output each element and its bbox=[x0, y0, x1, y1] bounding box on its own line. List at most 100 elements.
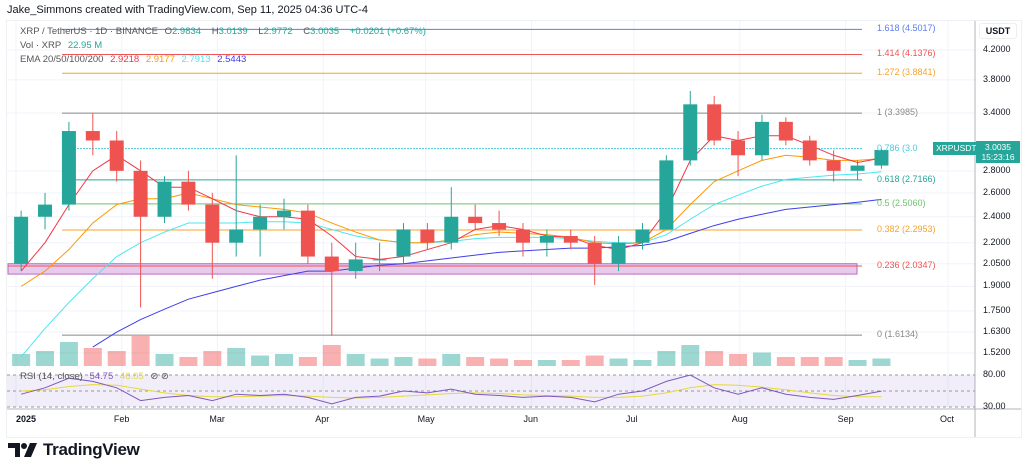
ema-200-line bbox=[92, 198, 882, 348]
candle-body bbox=[515, 229, 530, 243]
volume-value: 22.95 M bbox=[67, 40, 103, 51]
volume-bar bbox=[59, 342, 78, 366]
change-value: +0.0201 (+0.67%) bbox=[349, 26, 426, 37]
volume-bar bbox=[442, 354, 461, 366]
symbol-name[interactable]: XRP / TetherUS · 1D · BINANCE bbox=[20, 26, 158, 37]
candle-body bbox=[635, 229, 650, 243]
rsi-label[interactable]: RSI (14, close) bbox=[20, 371, 83, 382]
chart-area[interactable]: XRP / TetherUS · 1D · BINANCE O2.9834 H3… bbox=[6, 20, 1022, 438]
candle-body bbox=[778, 121, 793, 141]
candle-body bbox=[85, 131, 100, 141]
volume-bar bbox=[729, 354, 748, 366]
candle-body bbox=[826, 160, 841, 171]
candle-body bbox=[181, 181, 196, 205]
volume-bar bbox=[490, 358, 509, 366]
volume-bar bbox=[633, 360, 652, 366]
volume-bar bbox=[609, 358, 628, 366]
candle-body bbox=[324, 256, 339, 272]
time-tick: Apr bbox=[315, 414, 330, 424]
candle-body bbox=[61, 131, 76, 205]
candle-body bbox=[587, 242, 602, 264]
fib-level-label: 1.618 (4.5017) bbox=[877, 23, 936, 34]
volume-bar bbox=[274, 354, 293, 366]
rsi-value: 54.75 bbox=[89, 371, 114, 382]
volume-bar bbox=[824, 357, 843, 366]
volume-bar bbox=[872, 358, 891, 366]
volume-bar bbox=[657, 351, 676, 366]
high-value: 3.0139 bbox=[218, 26, 248, 37]
candle-body bbox=[253, 216, 268, 230]
candle-body bbox=[300, 210, 315, 257]
volume-bar bbox=[12, 354, 31, 366]
volume-bar bbox=[776, 357, 795, 366]
volume-bar bbox=[585, 355, 604, 366]
symbol-price-tag: XRPUSDT bbox=[933, 142, 980, 155]
candle-body bbox=[133, 170, 148, 217]
volume-bar bbox=[800, 357, 819, 366]
high-label: H bbox=[211, 26, 219, 37]
rsi-tick: 80.00 bbox=[983, 369, 1006, 379]
candle-body bbox=[38, 204, 53, 217]
volume-bar bbox=[561, 360, 580, 366]
fib-level-label: 0.5 (2.5060) bbox=[877, 197, 926, 208]
open-label: O bbox=[164, 26, 172, 37]
time-tick: Aug bbox=[731, 414, 748, 424]
price-tick: 1.6300 bbox=[983, 326, 1011, 337]
volume-bar bbox=[848, 360, 867, 366]
fib-level-label: 1.272 (3.8841) bbox=[877, 67, 936, 78]
candle-body bbox=[372, 259, 387, 261]
chart-credit: Jake_Simmons created with TradingView.co… bbox=[7, 4, 368, 16]
volume-legend: Vol · XRP 22.95 M bbox=[20, 40, 106, 51]
fib-level-label: 0.382 (2.2953) bbox=[877, 224, 936, 235]
candle-body bbox=[420, 229, 435, 243]
volume-bar bbox=[36, 351, 55, 366]
price-chart[interactable] bbox=[7, 21, 1021, 437]
candle-body bbox=[754, 121, 769, 156]
fib-level-label: 1 (3.3985) bbox=[877, 107, 919, 118]
open-value: 2.9834 bbox=[172, 26, 202, 37]
volume-bar bbox=[752, 352, 771, 366]
price-tick: 3.8000 bbox=[983, 73, 1011, 84]
candle-body bbox=[109, 140, 124, 171]
price-tick: 2.6000 bbox=[983, 186, 1011, 197]
volume-bar bbox=[705, 351, 724, 366]
volume-bar bbox=[537, 360, 556, 366]
tradingview-logo[interactable]: TradingView bbox=[8, 440, 140, 460]
volume-bar bbox=[466, 357, 485, 366]
candle-body bbox=[276, 210, 291, 217]
ema-legend: EMA 20/50/100/200 2.9218 2.9177 2.7913 2… bbox=[20, 54, 250, 65]
candle-body bbox=[874, 149, 889, 166]
volume-label[interactable]: Vol · XRP bbox=[20, 40, 62, 51]
time-tick: 2025 bbox=[16, 414, 37, 424]
price-tick: 2.0500 bbox=[983, 257, 1011, 268]
price-tick: 1.5200 bbox=[983, 346, 1011, 357]
last-price-tag: 3.0035 15:23:16 bbox=[976, 141, 1020, 163]
time-tick: Jul bbox=[625, 414, 638, 424]
hidden-icon[interactable]: ⊘ ⊘ bbox=[150, 371, 169, 382]
price-tick: 1.7500 bbox=[983, 304, 1011, 315]
time-tick: Mar bbox=[209, 414, 225, 424]
time-tick: May bbox=[417, 414, 435, 424]
ema200-value: 2.5443 bbox=[217, 54, 247, 65]
low-value: 2.9772 bbox=[263, 26, 293, 37]
candle-body bbox=[14, 216, 29, 264]
rsi-ma-value: 46.05 bbox=[119, 371, 144, 382]
price-tick: 4.2000 bbox=[983, 44, 1011, 54]
volume-bar bbox=[513, 360, 532, 366]
support-zone bbox=[7, 263, 858, 275]
currency-label[interactable]: USDT bbox=[979, 23, 1017, 39]
price-tick: 3.4000 bbox=[983, 106, 1011, 117]
rsi-legend: RSI (14, close) 54.75 46.05 ⊘ ⊘ bbox=[20, 371, 173, 382]
candle-body bbox=[205, 204, 220, 243]
time-tick: Feb bbox=[113, 414, 130, 424]
candle-body bbox=[396, 229, 411, 257]
candle-body bbox=[563, 235, 578, 243]
candle-body bbox=[157, 181, 172, 217]
rsi-line bbox=[20, 374, 882, 405]
ema-label[interactable]: EMA 20/50/100/200 bbox=[20, 54, 104, 65]
volume-bar bbox=[227, 348, 246, 366]
brand-name: TradingView bbox=[43, 440, 140, 459]
price-tick: 2.8000 bbox=[983, 164, 1011, 175]
volume-bar bbox=[370, 358, 389, 366]
candle-body bbox=[348, 259, 363, 272]
